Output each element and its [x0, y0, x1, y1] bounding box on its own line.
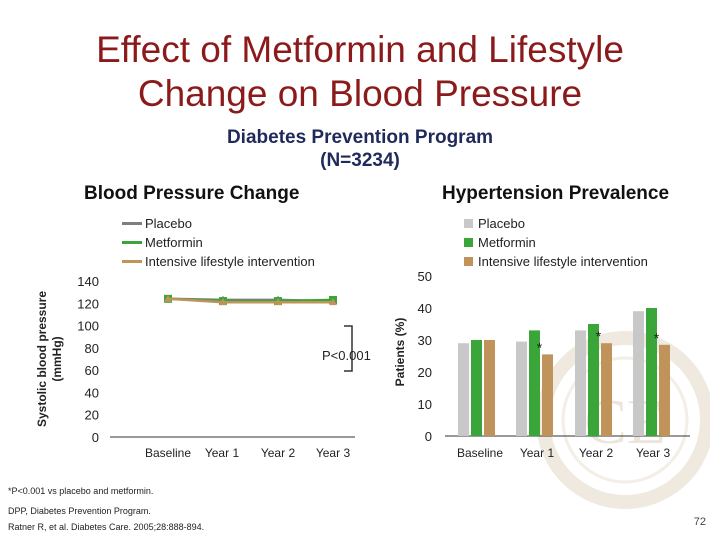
study-subtitle: Diabetes Prevention Program (N=3234) — [160, 126, 560, 172]
bar-metformin — [588, 324, 599, 436]
legend-item-metformin: Metformin — [122, 233, 315, 252]
hypertension-bar-chart: 0 10 20 30 40 50 Baseline Year 1 Year 2 Year 3 Pat… — [393, 269, 690, 460]
legend-label: Metformin — [478, 235, 536, 250]
footnote-significance: *P<0.001 vs placebo and metformin. — [8, 486, 154, 496]
y-axis-label: Systolic blood pressure(mm​Hg) — [35, 291, 64, 427]
x-tick-label: Year 1 — [520, 446, 555, 460]
y-tick-label: 10 — [418, 397, 432, 412]
y-tick-label: 40 — [418, 301, 432, 316]
bar-placebo — [516, 341, 527, 436]
legend-label: Metformin — [145, 235, 203, 250]
y-tick-label: 40 — [85, 385, 99, 400]
legend-label: Intensive lifestyle intervention — [145, 254, 315, 269]
p-value-annotation: P<0.001 — [322, 348, 371, 363]
citation: Ratner R, et al. Diabetes Care. 2005;28:… — [8, 522, 205, 532]
y-axis-label: Patients (%) — [393, 318, 407, 387]
metformin-line-swatch — [122, 241, 142, 244]
bar-placebo — [575, 330, 586, 436]
legend-label: Placebo — [145, 216, 192, 231]
legend-item-lifestyle: Intensive lifestyle intervention — [464, 252, 648, 271]
study-size: (N=3234) — [320, 150, 400, 171]
y-tick-label: 20 — [418, 365, 432, 380]
legend-item-placebo: Placebo — [122, 214, 315, 233]
bar-placebo — [633, 311, 644, 436]
bar-metformin — [646, 308, 657, 436]
bar-intensive — [601, 343, 612, 436]
slide-number: 72 — [693, 516, 706, 528]
slide-title: Effect of Metformin and Lifestyle Change… — [96, 29, 624, 114]
metformin-bar-swatch — [464, 238, 473, 247]
x-tick-label: Year 3 — [316, 446, 351, 460]
y-tick-label: 100 — [77, 319, 99, 334]
significance-bracket — [344, 325, 353, 372]
line-chart-legend: Placebo Metformin Intensive lifestyle in… — [122, 214, 315, 271]
x-tick-label: Year 1 — [205, 446, 240, 460]
y-tick-label: 30 — [418, 333, 432, 348]
left-chart-title: Blood Pressure Change — [84, 183, 300, 204]
placebo-line-swatch — [122, 222, 142, 225]
x-tick-label: Year 2 — [261, 446, 296, 460]
bar-intensive — [659, 344, 670, 436]
bar-placebo — [458, 343, 469, 436]
lifestyle-point — [164, 294, 172, 302]
x-tick-label: Baseline — [457, 446, 503, 460]
legend-item-metformin: Metformin — [464, 233, 648, 252]
bar-intensive — [484, 340, 495, 436]
y-tick-label: 140 — [77, 274, 99, 289]
lifestyle-point — [274, 298, 282, 306]
right-chart-title: Hypertension Prevalence — [442, 183, 670, 204]
significance-asterisk: * — [596, 328, 602, 344]
lifestyle-point — [329, 298, 337, 306]
x-tick-label: Year 2 — [579, 446, 614, 460]
bar-chart-legend: Placebo Metformin Intensive lifestyle in… — [464, 214, 648, 271]
y-axis-label-line1: Systolic blood pressure — [35, 291, 49, 427]
lifestyle-point — [219, 298, 227, 306]
legend-item-lifestyle: Intensive lifestyle intervention — [122, 252, 315, 271]
significance-asterisk: * — [654, 330, 660, 346]
bar-metformin — [471, 340, 482, 436]
y-tick-label: 20 — [85, 408, 99, 423]
x-tick-label: Baseline — [145, 446, 191, 460]
y-tick-label: 50 — [418, 269, 432, 284]
bp-line-chart: 0 20 40 60 80 100 120 140 Baseline Year 1 Year 2 Ye… — [35, 274, 371, 460]
placebo-bar-swatch — [464, 219, 473, 228]
y-tick-label: 60 — [85, 363, 99, 378]
y-axis-label-line2: (mm​Hg) — [50, 336, 64, 381]
footnote-abbreviation: DPP, Diabetes Prevention Program. — [8, 506, 151, 516]
study-name: Diabetes Prevention Program — [226, 127, 494, 148]
series-line-intensive — [167, 297, 333, 304]
bar-metformin — [529, 330, 540, 436]
y-tick-label: 80 — [85, 341, 99, 356]
lifestyle-bar-swatch — [464, 257, 473, 266]
bar-intensive — [542, 354, 553, 436]
y-tick-label: 120 — [77, 296, 99, 311]
y-tick-label: 0 — [92, 430, 99, 445]
y-tick-label: 0 — [425, 429, 432, 444]
legend-label: Placebo — [478, 216, 525, 231]
lifestyle-line-swatch — [122, 260, 142, 263]
significance-asterisk: * — [537, 339, 543, 355]
x-tick-label: Year 3 — [636, 446, 671, 460]
legend-label: Intensive lifestyle intervention — [478, 254, 648, 269]
legend-item-placebo: Placebo — [464, 214, 648, 233]
